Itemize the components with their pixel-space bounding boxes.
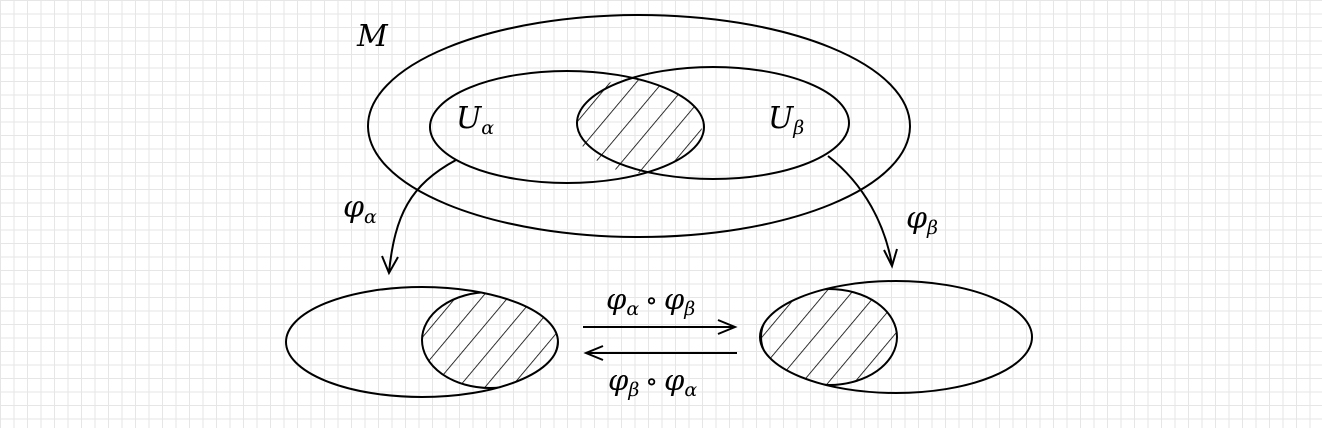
arrowhead-phi-beta bbox=[883, 248, 898, 269]
transition-ab-label: φα ∘ φβ bbox=[606, 282, 696, 320]
arrowhead-transition-left bbox=[583, 345, 604, 361]
arrowhead-transition-right bbox=[717, 319, 738, 335]
chart-domain-u-alpha bbox=[429, 70, 705, 184]
arrowhead-phi-alpha bbox=[381, 255, 399, 276]
image-beta-hatched-region bbox=[761, 289, 897, 385]
overlap-hatched-region bbox=[576, 77, 702, 173]
u-beta-label: Uβ bbox=[768, 101, 805, 139]
map-arrow-phi-beta bbox=[827, 155, 893, 266]
image-alpha-outline bbox=[285, 286, 559, 398]
transition-ba-label: φβ ∘ φα bbox=[608, 363, 698, 401]
manifold-label: M bbox=[357, 19, 388, 54]
image-alpha-hatched-region bbox=[422, 292, 558, 388]
manifold-outline bbox=[367, 14, 911, 238]
map-arrow-phi-alpha bbox=[388, 159, 457, 273]
phi-alpha-label: φα bbox=[343, 190, 377, 228]
phi-beta-label: φβ bbox=[906, 201, 938, 239]
u-alpha-label: Uα bbox=[456, 101, 495, 139]
chart-domain-u-beta bbox=[576, 66, 850, 180]
image-beta-outline bbox=[759, 280, 1033, 394]
